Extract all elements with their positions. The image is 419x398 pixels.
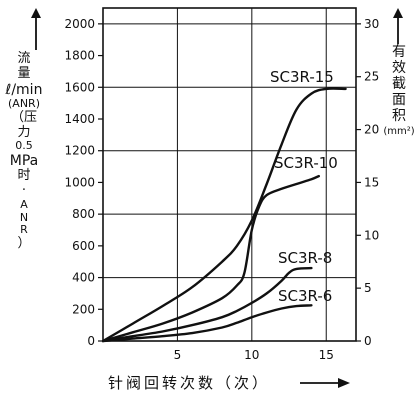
left-axis-tick-label: 1600: [64, 80, 95, 94]
left-axis-label-char: A: [20, 198, 28, 212]
right-axis-ticks: 0 5 10 15 20 25 30: [356, 17, 379, 348]
right-axis-tick-label: 0: [364, 334, 372, 348]
x-axis-tick-label: 15: [319, 348, 334, 362]
series-curves: [101, 87, 347, 343]
plot-frame: [102, 7, 357, 342]
series-curve-sc3r-6: [101, 304, 313, 343]
left-axis-tick-label: 1000: [64, 175, 95, 189]
right-axis-label-char: 截: [392, 76, 406, 93]
right-axis-tick-label: 5: [364, 281, 372, 295]
series-labels: SC3R-15 SC3R-10 SC3R-8 SC3R-6: [270, 68, 338, 305]
left-axis-label: 流 量 ℓ/min (ANR) （压 力 0.5 MPa 时 · A N R ）: [2, 51, 46, 252]
left-axis-tick-label: 2000: [64, 17, 95, 31]
grid-lines: [103, 8, 356, 341]
left-axis-label-char: 时: [17, 168, 31, 184]
right-axis-label-char: 效: [392, 60, 406, 77]
series-label-sc3r-6: SC3R-6: [278, 287, 332, 305]
series-curve-sc3r-10: [101, 174, 320, 343]
x-axis-tick-label: 5: [174, 348, 182, 362]
right-axis-label-char: 面: [392, 92, 406, 109]
left-axis-unit: ℓ/min: [5, 81, 43, 98]
series-curve-sc3r-8: [101, 266, 313, 343]
right-axis-tick-label: 20: [364, 123, 379, 137]
left-axis-label-char: R: [20, 223, 28, 237]
left-axis-tick-label: 1400: [64, 112, 95, 126]
x-axis-label: 针阀回转次数（次）: [108, 374, 271, 392]
left-axis-tick-label: 1800: [64, 49, 95, 63]
left-axis-label-char: ·: [21, 183, 27, 199]
left-axis-tick-label: 1200: [64, 144, 95, 158]
left-axis-unit-note: (ANR): [8, 96, 40, 110]
right-axis-tick-label: 30: [364, 17, 379, 31]
x-axis-tick-label: 10: [244, 348, 259, 362]
series-label-sc3r-15: SC3R-15: [270, 68, 334, 86]
right-axis-tick-label: 25: [364, 70, 379, 84]
x-axis-arrow-head: [338, 378, 350, 388]
left-axis-label-char: （压: [10, 109, 37, 125]
left-axis-pressure-value: 0.5: [15, 139, 33, 153]
left-axis-label-char: 流: [17, 51, 31, 66]
left-axis-tick-label: 200: [72, 302, 95, 316]
left-axis-label-char: 量: [17, 65, 31, 81]
left-axis-label-char: ）: [17, 236, 31, 252]
left-axis-arrow-head: [31, 8, 41, 18]
left-axis-ticks: 0 200 400 600 800 1000 1200 1400 1600 1800 2000: [64, 17, 103, 348]
series-label-sc3r-10: SC3R-10: [274, 154, 338, 172]
right-axis-unit: (mm²): [383, 126, 415, 138]
right-axis-arrow-head: [393, 8, 403, 18]
left-axis-tick-label: 600: [72, 239, 95, 253]
left-axis-label-char: 力: [17, 124, 31, 140]
right-axis-label-char: 有: [392, 44, 406, 60]
series-label-sc3r-8: SC3R-8: [278, 249, 332, 267]
left-axis-pressure-unit: MPa: [9, 153, 39, 170]
left-axis-tick-label: 800: [72, 207, 95, 221]
left-axis-label-char: N: [19, 210, 29, 224]
x-axis-ticks: 5 10 15: [174, 348, 334, 362]
right-axis-tick-label: 10: [364, 228, 379, 242]
right-axis-tick-label: 15: [364, 175, 379, 189]
left-axis-tick-label: 400: [72, 271, 95, 285]
right-axis-label: 有 效 截 面 积 (mm²): [380, 44, 418, 138]
right-axis-label-char: 积: [392, 108, 406, 125]
left-axis-tick-label: 0: [87, 334, 95, 348]
series-curve-sc3r-15: [101, 87, 347, 343]
